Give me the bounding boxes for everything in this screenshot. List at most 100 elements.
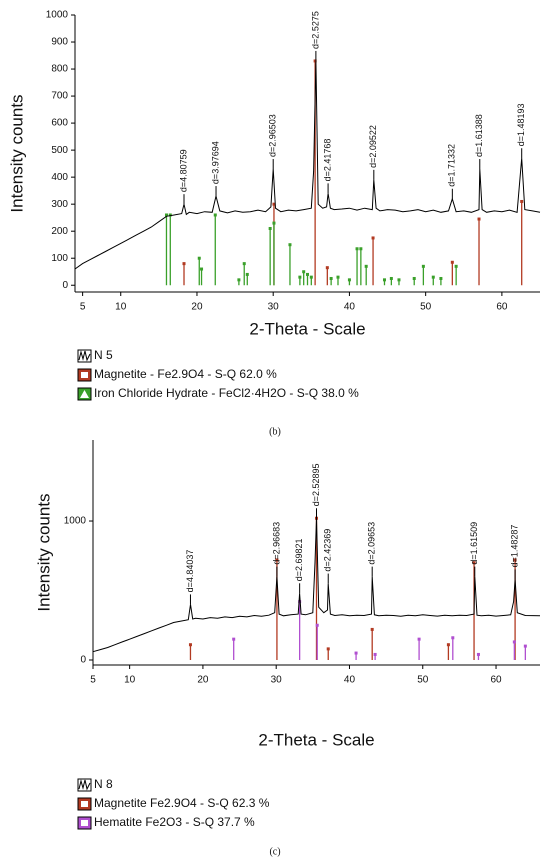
stick-marker [306,272,309,276]
stick-marker [389,276,393,280]
stick-marker [275,558,279,562]
legend-label: N 8 [94,777,113,791]
y-tick-label: 600 [51,118,68,129]
stick-marker [188,643,192,647]
pattern-trace [92,518,541,653]
stick-marker [197,256,201,260]
legend-label: N 5 [94,348,113,362]
stick-marker [326,647,330,651]
stick-marker [370,627,374,631]
legend-marker-inner [81,801,88,807]
stick-marker [325,266,329,270]
stick-marker [513,558,517,562]
stick-marker [446,643,450,647]
peak-label: d=2.41768 [322,139,332,182]
stick-marker [298,275,302,279]
y-tick-label: 0 [80,655,86,666]
legend-label: Iron Chloride Hydrate - FeCl2·4H2O - S-Q… [94,386,359,400]
stick-marker [237,278,241,282]
stick-marker [232,637,236,641]
stick-marker [417,637,421,641]
stick-marker [168,213,172,217]
stick-marker [364,264,368,268]
stick-marker [431,275,435,279]
x-tick-label: 50 [417,675,429,686]
figure-caption: (c) [269,846,280,857]
peak-label: d=2.52895 [311,463,321,506]
y-axis-title: Intensity counts [34,493,53,611]
stick-marker [371,236,375,240]
x-tick-label: 50 [420,302,432,313]
peak-label: d=1.61388 [474,114,484,157]
x-tick-label: 20 [197,675,209,686]
stick-marker [298,600,302,604]
stick-marker [450,260,454,264]
x-axis-title: 2-Theta - Scale [258,730,374,749]
legend-wave [78,350,91,362]
stick-marker [200,267,204,271]
peak-label: d=1.61509 [469,522,479,565]
peak-label: d=2.09522 [368,125,378,168]
legend-marker-inner [81,372,88,378]
stick-marker [213,213,217,217]
peak-label: d=2.96683 [271,522,281,565]
stick-marker [329,276,333,280]
stick-marker [272,202,276,206]
stick-marker [359,247,363,251]
x-tick-label: 5 [90,675,96,686]
stick-marker [354,651,358,655]
y-tick-label: 1000 [64,516,87,527]
stick-marker [476,652,480,656]
stick-marker [451,636,455,640]
peak-label: d=2.5275 [310,11,320,49]
peak-label: d=1.48287 [509,525,519,568]
y-tick-label: 700 [51,91,68,102]
stick-marker [272,221,276,225]
peak-label: d=1.71332 [447,144,457,187]
stick-marker [347,278,351,282]
stick-marker [182,262,186,266]
stick-marker [397,278,401,282]
stick-marker [520,199,524,203]
peak-label: d=2.09653 [367,522,377,565]
stick-marker [512,640,516,644]
stick-marker [523,644,527,648]
x-tick-label: 10 [115,302,127,313]
stick-marker [355,247,359,251]
legend-marker-inner [80,390,89,398]
peak-label: d=3.97694 [210,141,220,184]
stick-marker [309,275,313,279]
stick-marker [454,264,458,268]
legend-wave [78,779,91,791]
y-tick-label: 800 [51,64,68,75]
legend-marker-inner [81,820,88,826]
stick-marker [412,276,416,280]
figure-caption: (b) [269,426,281,437]
y-tick-label: 400 [51,172,68,183]
x-tick-label: 20 [191,302,203,313]
stick-marker [477,217,481,221]
x-tick-label: 5 [80,302,86,313]
peak-label: d=2.42369 [323,529,333,572]
y-tick-label: 100 [51,253,68,264]
stick-marker [268,226,272,230]
stick-marker [313,59,317,63]
x-tick-label: 40 [344,675,356,686]
stick-marker [382,278,386,282]
y-tick-label: 0 [62,280,68,291]
stick-marker [421,264,425,268]
peak-label: d=4.80759 [178,149,188,192]
x-tick-label: 10 [124,675,136,686]
stick-marker [472,561,476,565]
peak-label: d=4.84037 [185,550,195,593]
x-tick-label: 30 [271,675,283,686]
x-axis-title: 2-Theta - Scale [249,319,365,338]
y-tick-label: 500 [51,145,68,156]
stick-marker [242,262,246,266]
stick-marker [245,272,249,276]
peak-label: d=2.96503 [268,114,278,157]
x-tick-label: 60 [496,302,508,313]
legend-label: Magnetite - Fe2.9O4 - S-Q 62.0 % [94,367,277,381]
stick-marker [336,275,340,279]
